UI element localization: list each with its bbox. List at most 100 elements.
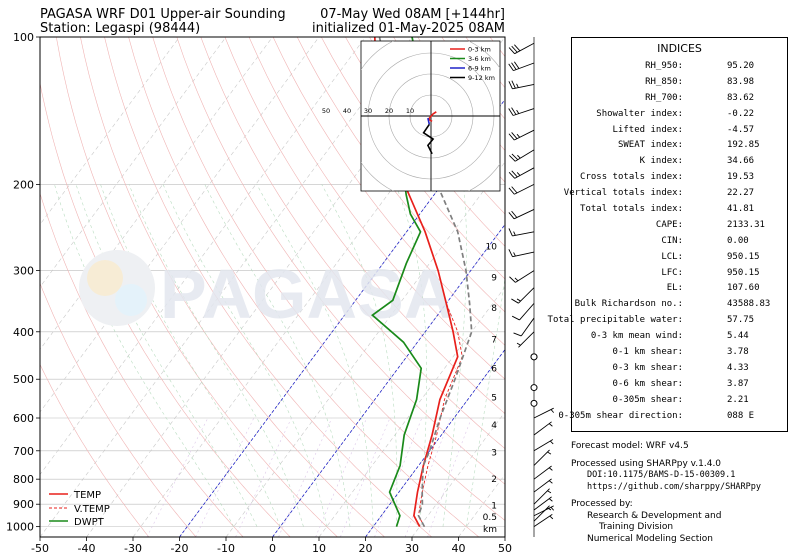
index-row: Lifted index: -4.57 bbox=[572, 125, 787, 141]
index-label: LCL: bbox=[661, 251, 683, 262]
index-value: 950.15 bbox=[727, 251, 760, 262]
footer-model: Forecast model: WRF v4.5 bbox=[571, 441, 689, 451]
index-label: Total precipitable water: bbox=[547, 315, 683, 326]
legend: TEMP V.TEMP DWPT bbox=[49, 490, 110, 528]
title-left-2: Station: Legaspi (98444) bbox=[40, 21, 200, 36]
height-label: 10 bbox=[486, 243, 498, 253]
x-tick-label: 20 bbox=[359, 542, 373, 555]
footer-by: Processed by: bbox=[571, 499, 633, 509]
index-value: 192.85 bbox=[727, 140, 760, 151]
height-label: 4 bbox=[491, 421, 497, 431]
height-label: 7 bbox=[491, 336, 497, 346]
index-label: Lifted index: bbox=[612, 124, 683, 135]
index-value: 3.78 bbox=[727, 347, 749, 358]
index-value: 4.33 bbox=[727, 362, 749, 373]
x-tick-label: 0 bbox=[269, 542, 276, 555]
wind-barb bbox=[516, 331, 535, 348]
index-row: Showalter index: -0.22 bbox=[572, 109, 787, 125]
wind-barb bbox=[508, 183, 535, 195]
hodograph-legend-entry: 9-12 km bbox=[468, 74, 495, 82]
legend-vtemp: V.TEMP bbox=[74, 504, 110, 515]
wind-barb bbox=[508, 228, 535, 237]
index-label: SWEAT index: bbox=[617, 140, 683, 151]
wind-barb bbox=[533, 465, 553, 480]
x-tick-label: -20 bbox=[171, 542, 189, 555]
y-tick-label: 1000 bbox=[6, 521, 34, 534]
footer-org-2: Training Division bbox=[599, 522, 674, 532]
index-label: 0-305m shear: bbox=[612, 394, 683, 405]
y-tick-label: 400 bbox=[13, 326, 34, 339]
index-value: 107.60 bbox=[727, 283, 760, 294]
footer-processed: Processed using SHARPpy v.1.4.0 bbox=[571, 458, 722, 469]
wind-barb bbox=[511, 303, 535, 321]
wind-barbs bbox=[508, 42, 555, 527]
hodograph-range-labels: 50 40 30 20 10 bbox=[322, 107, 414, 115]
wind-barb bbox=[508, 209, 535, 220]
y-tick-label: 300 bbox=[13, 265, 34, 278]
index-row: 0-305m shear: 2.21 bbox=[572, 395, 787, 411]
hodograph-trace bbox=[427, 111, 437, 122]
wind-barb bbox=[533, 514, 554, 527]
index-value: 0.00 bbox=[727, 235, 749, 246]
watermark-logo: PAGASA bbox=[79, 250, 454, 333]
hodograph-ring-label: 40 bbox=[343, 107, 351, 115]
wind-barb bbox=[533, 407, 555, 419]
index-value: 83.98 bbox=[727, 76, 755, 87]
wind-barb-calm bbox=[530, 353, 538, 361]
wind-barb bbox=[508, 107, 535, 116]
index-label: Vertical totals index: bbox=[563, 188, 683, 199]
hodograph-traces bbox=[422, 111, 437, 155]
y-tick-label: 900 bbox=[13, 498, 34, 511]
wind-barb bbox=[508, 129, 535, 141]
wind-barb bbox=[533, 488, 552, 505]
wind-barb bbox=[508, 61, 535, 72]
wind-barb bbox=[533, 505, 555, 517]
index-label: Showalter index: bbox=[596, 108, 683, 119]
height-label: 5 bbox=[491, 394, 497, 404]
wind-barb bbox=[533, 505, 552, 522]
y-tick-label: 800 bbox=[13, 473, 34, 486]
index-label: Cross totals index: bbox=[580, 172, 683, 183]
index-label: 0-305m shear direction: bbox=[558, 410, 683, 421]
index-row: Total precipitable water: 57.75 bbox=[548, 315, 787, 331]
wind-barb bbox=[533, 496, 553, 511]
y-tick-label: 700 bbox=[13, 445, 34, 458]
index-label: CAPE: bbox=[655, 219, 683, 230]
index-row: 0-3 km mean wind: 5.44 bbox=[572, 331, 787, 347]
index-row: CAPE: 2133.31 bbox=[572, 220, 787, 236]
index-label: LFC: bbox=[661, 267, 683, 278]
index-row: 0-305m shear direction: 088 E bbox=[558, 411, 787, 427]
x-tick-label: 40 bbox=[452, 542, 466, 555]
height-labels: km 0.5 1 2 3 4 5 6 7 8 9 10 bbox=[483, 243, 498, 536]
height-label: 0.5 bbox=[483, 513, 497, 523]
index-value: 2.21 bbox=[727, 394, 749, 405]
hodograph-legend-entry: 0-3 km bbox=[468, 46, 491, 54]
y-tick-label: 600 bbox=[13, 412, 34, 425]
index-value: 43588.83 bbox=[727, 299, 771, 310]
index-row: LCL: 950.15 bbox=[572, 252, 787, 268]
index-label: 0-3 km mean wind: bbox=[590, 331, 683, 342]
index-label: 0-3 km shear: bbox=[612, 362, 683, 373]
index-row: Cross totals index: 19.53 bbox=[572, 172, 787, 188]
index-label: RH_850: bbox=[645, 76, 683, 87]
index-value: 34.66 bbox=[727, 156, 755, 167]
hodograph-ring-label: 10 bbox=[406, 107, 414, 115]
index-label: 0-1 km shear: bbox=[612, 347, 683, 358]
index-label: CIN: bbox=[661, 235, 683, 246]
index-value: 41.81 bbox=[727, 204, 755, 215]
index-row: SWEAT index: 192.85 bbox=[572, 140, 787, 156]
hodograph-ring-label: 20 bbox=[385, 107, 393, 115]
x-tick-label: -10 bbox=[217, 542, 235, 555]
index-row: RH_850: 83.98 bbox=[572, 77, 787, 93]
height-label: 3 bbox=[491, 448, 497, 458]
hodograph-trace bbox=[422, 123, 435, 155]
index-row: Bulk Richardson no.: 43588.83 bbox=[572, 299, 787, 315]
height-label: 2 bbox=[491, 475, 497, 485]
wind-barb bbox=[533, 439, 554, 452]
index-value: 19.53 bbox=[727, 172, 755, 183]
title-right-1: 07-May Wed 08AM [+144hr] bbox=[320, 7, 505, 22]
y-tick-label: 500 bbox=[13, 373, 34, 386]
title-left-1: PAGASA WRF D01 Upper-air Sounding bbox=[40, 7, 286, 22]
index-row: Total totals index: 41.81 bbox=[572, 204, 787, 220]
